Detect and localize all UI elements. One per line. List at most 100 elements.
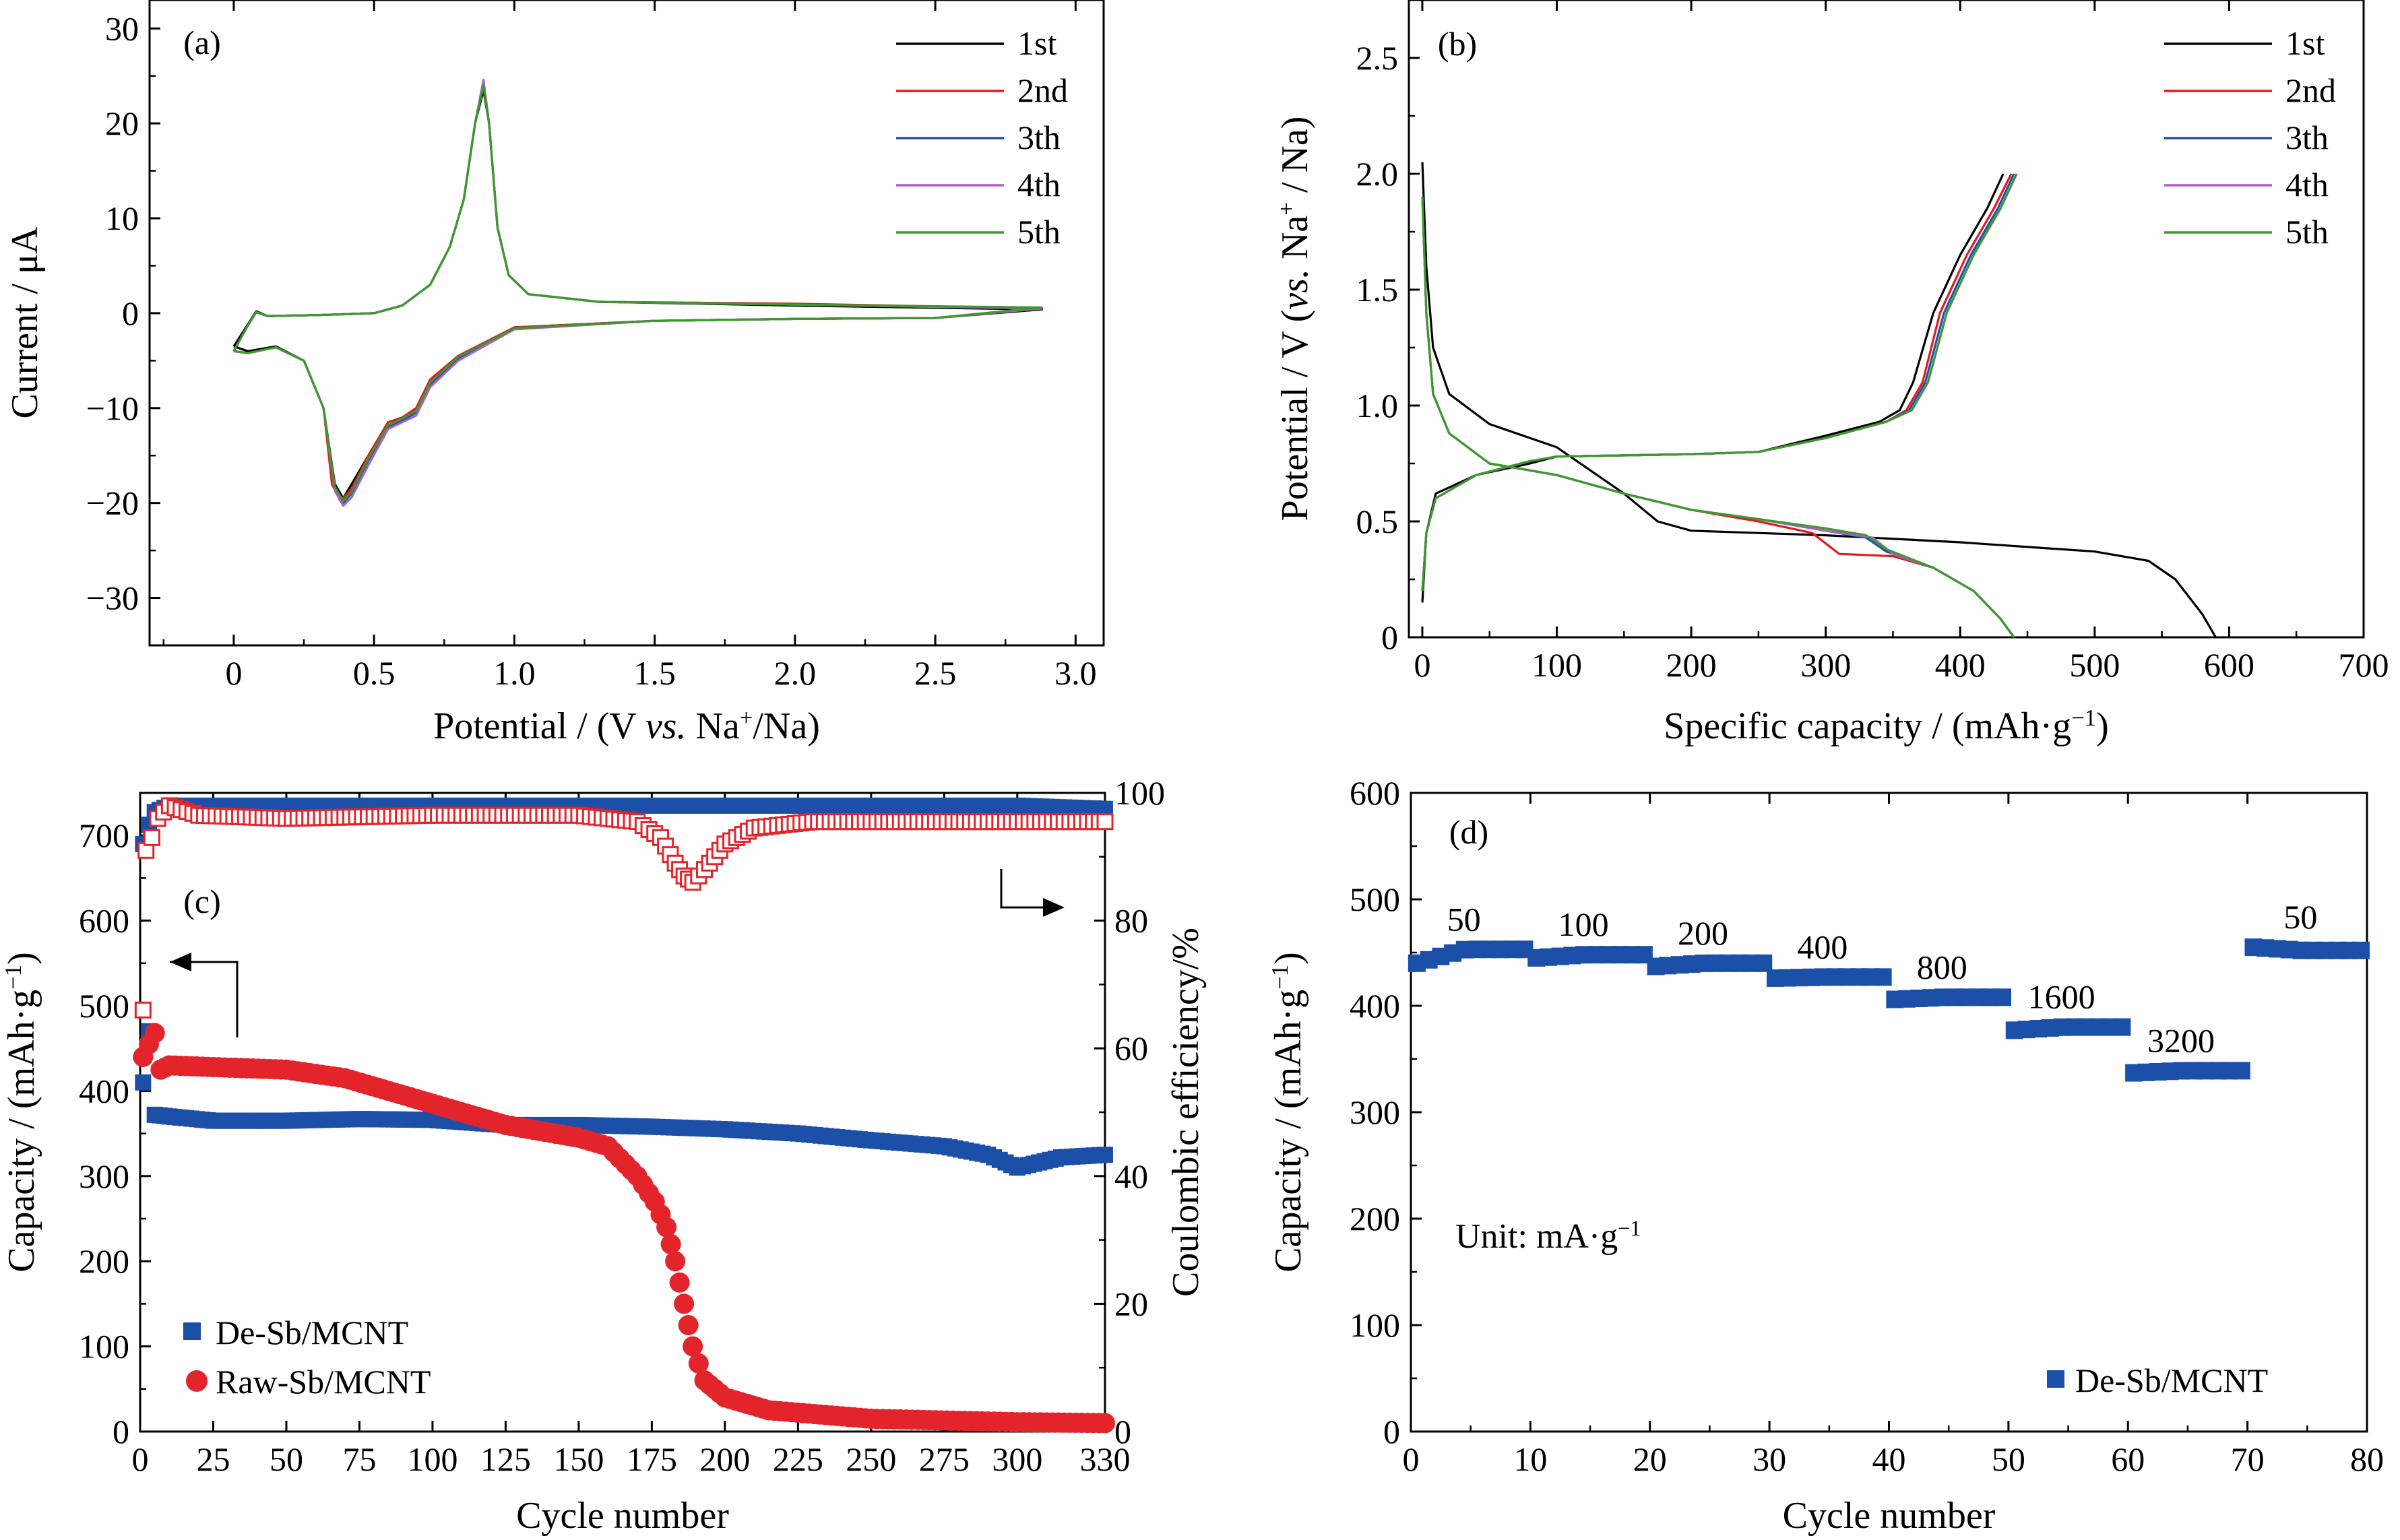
- rate-label-1600: 1600: [2028, 978, 2095, 1016]
- unit-note: Unit: mA·g−1: [1455, 1216, 1641, 1256]
- y-tick-label: 2.0: [1356, 155, 1399, 193]
- marker-De-Sb/MCNT: [135, 1074, 152, 1091]
- marker-Raw-Sb/MCNT CE: [1096, 813, 1114, 831]
- y-tick-label: 300: [1350, 1093, 1400, 1131]
- x-axis-label-b: Specific capacity / (mAh·g−1): [1664, 705, 2108, 748]
- panel-d-label: (d): [1449, 813, 1488, 851]
- rate-marker: [1994, 988, 2012, 1006]
- y-tick-label: 0: [122, 294, 139, 332]
- y-axis-label-d: Capacity / (mAh·g−1): [1267, 952, 1310, 1273]
- panel-b-label: (b): [1438, 25, 1477, 63]
- y-tick-label: 400: [1350, 987, 1400, 1025]
- x-tick-label: 500: [2069, 646, 2120, 684]
- x-tick-label: 20: [1633, 1440, 1667, 1478]
- panel-a: 0 0.5 1.0 1.5 2.0 2.5 3.0 30 20 10 0 −10 −20 −30 (a) 1s…: [4, 0, 1105, 748]
- y-tick-label: 700: [79, 816, 129, 854]
- rate-label-200: 200: [1678, 914, 1728, 952]
- x-tick-label: 40: [1872, 1440, 1906, 1478]
- y-tick-label: 0: [1381, 618, 1398, 656]
- rate-label-400: 400: [1797, 928, 1848, 965]
- legend-label-2nd: 2nd: [2285, 71, 2336, 109]
- x-tick-label: 275: [919, 1440, 970, 1478]
- marker-Raw-Sb/MCNT: [660, 1233, 681, 1254]
- panel-a-label: (a): [183, 24, 221, 61]
- discharge-curve-1st: [1421, 162, 2217, 638]
- x-tick-label: 0: [1403, 1440, 1420, 1478]
- y-tick-label: 600: [1350, 774, 1400, 812]
- marker-Raw-Sb/MCNT CE: [134, 1001, 152, 1019]
- right-axis-arrow: [1000, 869, 1059, 909]
- panel-c-label: (c): [183, 883, 221, 920]
- left-axis-arrowhead: [170, 953, 191, 971]
- y-axis-label-a: Current / μA: [4, 226, 46, 419]
- x-tick-label: 125: [480, 1440, 531, 1478]
- x-tick-label: 150: [553, 1440, 604, 1478]
- x-tick-label: 600: [2204, 646, 2254, 684]
- y-tick-label: 300: [79, 1157, 129, 1195]
- rate-marker: [2232, 1062, 2250, 1080]
- x-tick-label: 200: [699, 1440, 750, 1478]
- legend-label-3th: 3th: [1017, 119, 1061, 156]
- x-tick-label: 400: [1935, 646, 1986, 684]
- x-tick-label: 300: [1800, 646, 1851, 684]
- marker-Raw-Sb/MCNT: [665, 1251, 686, 1272]
- y-tick-label: 2.5: [1356, 39, 1399, 77]
- y-tick-label: 1.0: [1356, 387, 1399, 424]
- x-tick-label: 1.5: [633, 654, 676, 692]
- y-tick-label: 200: [1350, 1200, 1400, 1238]
- x-tick-label: 0.5: [353, 654, 396, 692]
- rate-marker: [1755, 954, 1773, 972]
- marker-Raw-Sb/MCNT: [656, 1217, 677, 1238]
- legend-label-2nd: 2nd: [1017, 71, 1068, 109]
- legend-label-De-Sb/MCNT: De-Sb/MCNT: [216, 1314, 408, 1351]
- x-axis-label-a: Potential / (V vs. Na+/Na): [433, 705, 820, 748]
- cv-curve-1st: [232, 89, 1043, 500]
- legend-label-Raw-Sb/MCNT: Raw-Sb/MCNT: [216, 1363, 431, 1401]
- x-tick-label: 100: [1531, 646, 1582, 684]
- marker-Raw-Sb/MCNT: [683, 1336, 703, 1357]
- cv-curve-2nd: [232, 84, 1043, 503]
- x-tick-label: 0: [225, 654, 242, 692]
- y-tick-label: 0: [1383, 1413, 1400, 1450]
- discharge-curve-3th: [1421, 197, 2015, 638]
- legend-label-De-Sb/MCNT: De-Sb/MCNT: [2075, 1361, 2268, 1399]
- y-axis-label-c-right: Coulombic efficiency/%: [1165, 928, 1207, 1297]
- x-axis-label-d: Cycle number: [1783, 1495, 1996, 1537]
- charge-curve-1st: [1421, 173, 2004, 603]
- y-tick-label: −10: [86, 389, 139, 427]
- marker-Raw-Sb/MCNT: [1095, 1413, 1115, 1434]
- legend-label-4th: 4th: [2285, 166, 2329, 203]
- marker-Raw-Sb/MCNT: [669, 1272, 690, 1293]
- x-tick-label: 70: [2231, 1440, 2265, 1478]
- y-tick-label: 0.5: [1356, 503, 1399, 540]
- y-tick-label-right: 40: [1114, 1157, 1148, 1195]
- x-tick-label: 30: [1752, 1440, 1786, 1478]
- y-tick-label: 400: [79, 1072, 129, 1110]
- x-tick-label: 50: [1992, 1440, 2025, 1478]
- plot-frame: [148, 0, 1105, 647]
- x-tick-label: 25: [196, 1440, 230, 1478]
- y-tick-label: 100: [79, 1328, 129, 1366]
- rate-label-50: 50: [2283, 898, 2317, 936]
- marker-Raw-Sb/MCNT: [688, 1353, 709, 1374]
- x-tick-label: 0: [132, 1440, 149, 1478]
- y-tick-label: 30: [105, 9, 139, 47]
- y-tick-label-right: 80: [1114, 902, 1148, 940]
- x-tick-label: 225: [773, 1440, 823, 1478]
- rate-marker: [1874, 968, 1892, 986]
- y-tick-label: 100: [1350, 1306, 1400, 1344]
- legend-label-1st: 1st: [2285, 24, 2325, 62]
- marker-Raw-Sb/MCNT: [144, 1023, 165, 1044]
- marker-Raw-Sb/MCNT CE: [143, 829, 160, 846]
- y-tick-label: 600: [79, 902, 129, 940]
- right-axis-arrowhead: [1043, 898, 1065, 917]
- x-tick-label: 1.0: [493, 654, 536, 692]
- y-tick-label-right: 0: [1114, 1413, 1131, 1450]
- rate-label-50: 50: [1447, 900, 1481, 938]
- discharge-curve-5th: [1421, 197, 2015, 638]
- y-tick-label: −30: [86, 579, 139, 617]
- x-tick-label: 2.5: [914, 654, 957, 692]
- legend-label-5th: 5th: [2285, 213, 2329, 251]
- plot-frame: [1408, 0, 2365, 639]
